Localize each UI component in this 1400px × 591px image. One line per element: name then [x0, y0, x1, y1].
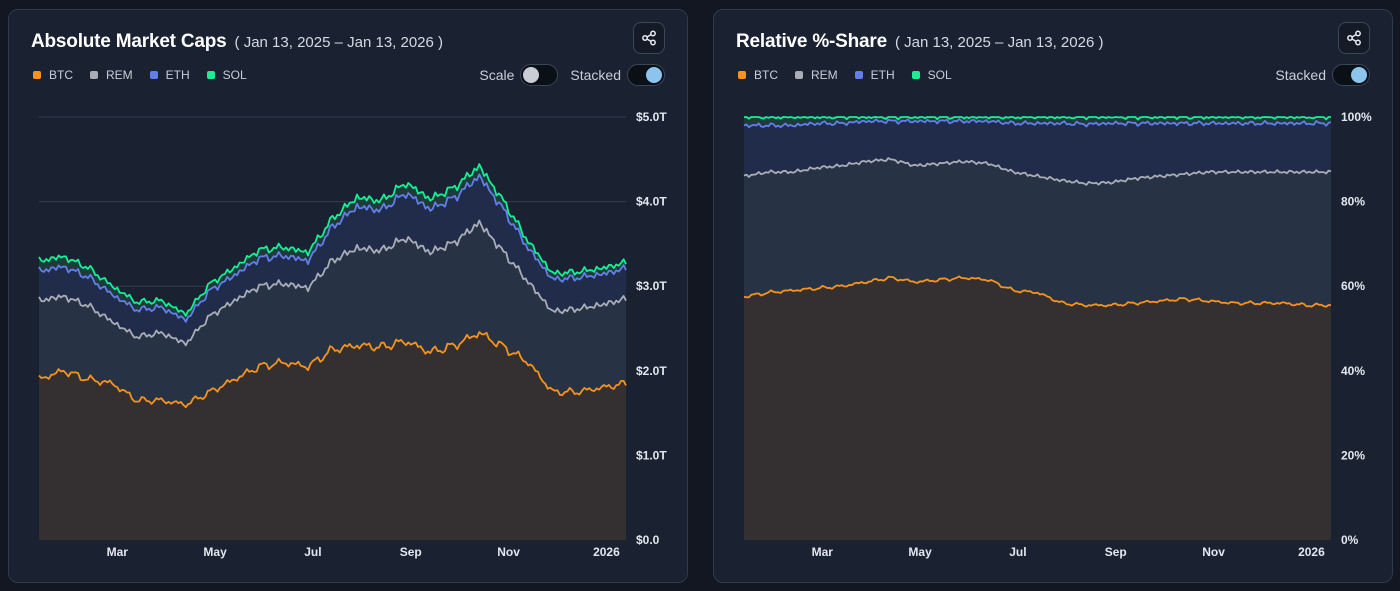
- series-line-sol: [38, 163, 627, 317]
- y-tick-label: $2.0T: [636, 364, 667, 378]
- scale-toggle[interactable]: [520, 64, 559, 86]
- legend-label: SOL: [222, 68, 247, 82]
- legend-item-sol[interactable]: SOL: [206, 68, 247, 82]
- share-button[interactable]: [633, 22, 665, 54]
- legend-item-rem[interactable]: REM: [90, 68, 133, 82]
- y-tick-label: 80%: [1341, 195, 1365, 209]
- y-tick-label: 100%: [1341, 110, 1372, 124]
- y-tick-label: $1.0T: [636, 448, 667, 462]
- legend-label: BTC: [49, 68, 73, 82]
- x-tick-label: Mar: [812, 545, 834, 559]
- legend-label: REM: [106, 68, 133, 82]
- stacked-label: Stacked: [1275, 67, 1326, 83]
- legend: BTC REM ETH SOL: [738, 68, 969, 82]
- share-icon: [1347, 30, 1361, 46]
- legend-swatch-btc: [33, 71, 41, 79]
- area-btc: [39, 332, 626, 540]
- y-tick-label: $3.0T: [636, 279, 667, 293]
- scale-label: Scale: [479, 67, 515, 83]
- x-tick-label: Mar: [107, 545, 129, 559]
- y-tick-label: 20%: [1341, 448, 1365, 462]
- legend-label: REM: [811, 68, 838, 82]
- legend-swatch-rem: [90, 71, 98, 79]
- y-tick-label: 0%: [1341, 533, 1359, 547]
- legend-swatch-eth: [149, 71, 158, 79]
- chart-title: Relative %-Share: [736, 31, 887, 52]
- chart-date-range: ( Jan 13, 2025 – Jan 13, 2026 ): [894, 34, 1104, 51]
- legend-swatch-btc: [738, 71, 746, 79]
- x-tick-label: 2026: [593, 545, 620, 559]
- left-controls: Scale Stacked: [479, 64, 665, 86]
- relative-share-panel: Relative %-Share ( Jan 13, 2025 – Jan 13…: [713, 9, 1393, 583]
- x-tick-label: May: [908, 545, 932, 559]
- legend-label: SOL: [927, 68, 952, 82]
- x-tick-label: Sep: [400, 545, 422, 559]
- absolute-market-caps-panel: Absolute Market Caps ( Jan 13, 2025 – Ja…: [8, 9, 688, 583]
- y-tick-label: $0.0: [636, 533, 660, 547]
- legend-label: BTC: [754, 68, 778, 82]
- toggle-knob: [1351, 67, 1367, 83]
- legend-swatch-sol: [206, 71, 215, 79]
- x-tick-label: Nov: [1202, 545, 1225, 559]
- x-tick-label: Sep: [1105, 545, 1127, 559]
- relative-share-chart[interactable]: 0% 20% 40% 60% 80% 100% Mar May Jul Sep Nov 2026: [714, 10, 1393, 583]
- share-button[interactable]: [1338, 22, 1370, 54]
- x-tick-label: Jul: [1009, 545, 1026, 559]
- y-tick-label: 60%: [1341, 279, 1365, 293]
- legend-item-sol[interactable]: SOL: [911, 68, 952, 82]
- legend-item-btc[interactable]: BTC: [33, 68, 73, 82]
- toggle-knob: [646, 67, 662, 83]
- right-controls: Stacked: [1275, 64, 1370, 86]
- area-eth: [39, 174, 626, 346]
- x-tick-label: 2026: [1298, 545, 1325, 559]
- series-line-sol: [743, 116, 1331, 121]
- series-line-eth: [743, 118, 1332, 129]
- left-title-row: Absolute Market Caps ( Jan 13, 2025 – Ja…: [31, 31, 443, 53]
- x-tick-label: Jul: [304, 545, 321, 559]
- area-rem: [39, 220, 626, 408]
- series-line-rem: [38, 219, 627, 347]
- x-tick-label: Nov: [497, 545, 520, 559]
- y-tick-label: $4.0T: [636, 195, 667, 209]
- legend-label: ETH: [870, 68, 895, 82]
- market-cap-chart[interactable]: $0.0 $1.0T $2.0T $3.0T $4.0T $5.0T Mar May Jul Se…: [9, 10, 688, 583]
- legend-item-eth[interactable]: ETH: [854, 68, 895, 82]
- series-line-btc: [38, 331, 627, 409]
- legend-label: ETH: [165, 68, 190, 82]
- legend-item-eth[interactable]: ETH: [149, 68, 190, 82]
- legend-swatch-rem: [795, 71, 803, 79]
- series-line-rem: [743, 157, 1332, 186]
- stacked-toggle[interactable]: [627, 64, 665, 86]
- chart-date-range: ( Jan 13, 2025 – Jan 13, 2026 ): [234, 34, 444, 51]
- legend-item-btc[interactable]: BTC: [738, 68, 778, 82]
- stacked-toggle[interactable]: [1332, 64, 1370, 86]
- x-tick-label: May: [203, 545, 227, 559]
- chart-title: Absolute Market Caps: [31, 31, 227, 52]
- area-rem: [744, 158, 1331, 307]
- toggle-knob: [523, 67, 540, 83]
- legend-swatch-eth: [854, 71, 863, 79]
- legend-item-rem[interactable]: REM: [795, 68, 838, 82]
- share-icon: [642, 30, 656, 46]
- series-line-eth: [38, 173, 627, 323]
- series-line-btc: [743, 275, 1332, 308]
- area-btc: [744, 276, 1331, 540]
- legend-swatch-sol: [911, 71, 920, 79]
- y-tick-label: 40%: [1341, 364, 1365, 378]
- right-title-row: Relative %-Share ( Jan 13, 2025 – Jan 13…: [736, 31, 1103, 53]
- area-eth: [744, 119, 1331, 185]
- y-tick-label: $5.0T: [636, 110, 667, 124]
- stacked-label: Stacked: [570, 67, 621, 83]
- legend: BTC REM ETH SOL: [33, 68, 264, 82]
